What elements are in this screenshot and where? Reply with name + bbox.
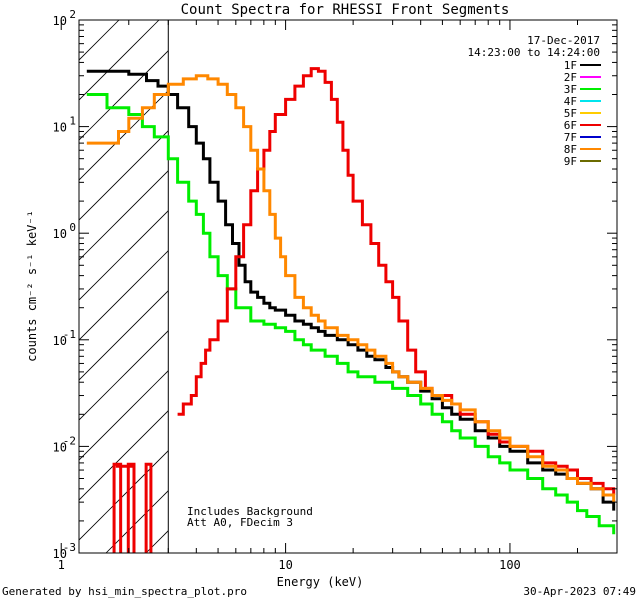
- legend-label-8f: 8F: [564, 143, 577, 156]
- legend-label-9f: 9F: [564, 155, 577, 168]
- y-tick-exponent: -1: [63, 328, 76, 341]
- y-tick-exponent: 2: [69, 8, 76, 21]
- series-3f-line: [86, 93, 616, 535]
- y-tick-exponent: 0: [69, 221, 76, 234]
- annotation-attenuator: Att A0, FDecim 3: [187, 516, 293, 529]
- y-tick-label: 10: [53, 440, 67, 454]
- date-label: 17-Dec-2017: [527, 34, 600, 47]
- hatch-line: [79, 450, 169, 541]
- series-6f-low-spike: [144, 462, 153, 553]
- hatch-line: [79, 210, 169, 301]
- y-tick-label: 10: [53, 547, 67, 561]
- series-layer: [86, 67, 616, 553]
- legend-label-4f: 4F: [564, 95, 577, 108]
- footer-generated-by: Generated by hsi_min_spectra_plot.pro: [2, 585, 247, 598]
- series-6f-low-spike: [126, 462, 136, 553]
- x-tick-label: 100: [499, 558, 521, 572]
- y-tick-exponent: -2: [63, 434, 76, 447]
- series-1f-line: [86, 69, 616, 511]
- series-8f-line: [86, 74, 616, 503]
- legend-label-2f: 2F: [564, 71, 577, 84]
- y-tick-exponent: 1: [69, 115, 76, 128]
- plot-frame: [78, 19, 618, 554]
- y-tick-label: 10: [53, 227, 67, 241]
- chart-title: Count Spectra for RHESSI Front Segments: [181, 2, 510, 18]
- y-tick-exponent: -3: [63, 541, 76, 554]
- series-6f-low-spike: [112, 462, 123, 553]
- x-tick-label: 1: [58, 558, 65, 572]
- footer-timestamp: 30-Apr-2023 07:49: [523, 585, 636, 598]
- legend-label-5f: 5F: [564, 107, 577, 120]
- legend-label-3f: 3F: [564, 83, 577, 96]
- y-tick-label: 10: [53, 334, 67, 348]
- time-range-label: 14:23:00 to 14:24:00: [468, 46, 600, 59]
- hatch-line: [79, 250, 169, 341]
- y-tick-label: 10: [53, 121, 67, 135]
- annotation-background: Includes Background: [187, 505, 313, 518]
- legend-label-1f: 1F: [564, 59, 577, 72]
- legend-label-6f: 6F: [564, 119, 577, 132]
- legend-label-7f: 7F: [564, 131, 577, 144]
- y-tick-label: 10: [53, 14, 67, 28]
- x-axis-label: Energy (keV): [277, 575, 364, 589]
- x-tick-label: 10: [278, 558, 292, 572]
- y-axis-label: counts cm⁻² s⁻¹ keV⁻¹: [25, 210, 39, 362]
